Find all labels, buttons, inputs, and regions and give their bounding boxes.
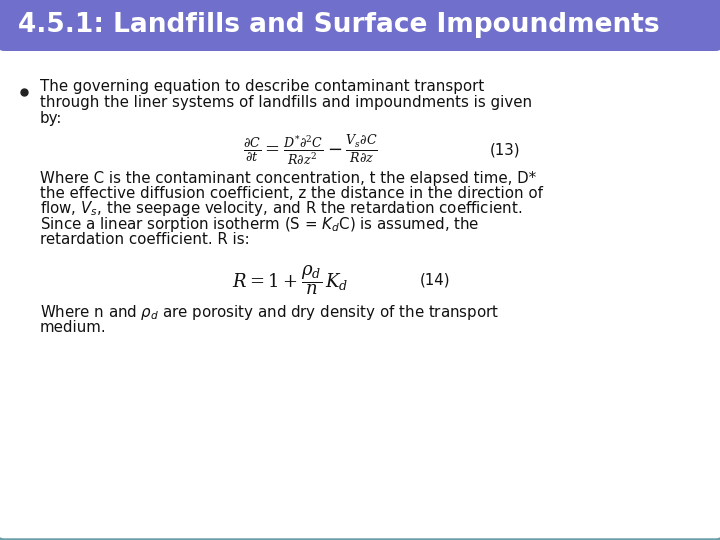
FancyBboxPatch shape bbox=[0, 44, 720, 540]
Text: Since a linear sorption isotherm (S = $K_d$C) is assumed, the: Since a linear sorption isotherm (S = $K… bbox=[40, 215, 480, 234]
Text: flow, $V_s$, the seepage velocity, and R the retardation coefficient.: flow, $V_s$, the seepage velocity, and R… bbox=[40, 199, 522, 219]
Text: the effective diffusion coefficient, z the distance in the direction of: the effective diffusion coefficient, z t… bbox=[40, 186, 543, 201]
Text: retardation coefficient. R is:: retardation coefficient. R is: bbox=[40, 233, 250, 247]
Text: (13): (13) bbox=[490, 143, 521, 158]
Text: by:: by: bbox=[40, 111, 63, 125]
Text: 4.5.1: Landfills and Surface Impoundments: 4.5.1: Landfills and Surface Impoundment… bbox=[18, 12, 660, 38]
Text: $\frac{\partial C}{\partial t} = \frac{D^{*}\partial^{2}C}{R\partial z^{2}} - \f: $\frac{\partial C}{\partial t} = \frac{D… bbox=[243, 133, 377, 167]
Text: (14): (14) bbox=[420, 273, 451, 287]
Text: through the liner systems of landfills and impoundments is given: through the liner systems of landfills a… bbox=[40, 95, 532, 110]
Text: Where C is the contaminant concentration, t the elapsed time, D*: Where C is the contaminant concentration… bbox=[40, 171, 536, 186]
Text: $R = 1 + \dfrac{\rho_d}{n}\,K_d$: $R = 1 + \dfrac{\rho_d}{n}\,K_d$ bbox=[232, 263, 348, 297]
FancyBboxPatch shape bbox=[0, 0, 720, 51]
Text: The governing equation to describe contaminant transport: The governing equation to describe conta… bbox=[40, 79, 485, 94]
Text: medium.: medium. bbox=[40, 320, 107, 335]
Text: Where n and $\rho_d$ are porosity and dry density of the transport: Where n and $\rho_d$ are porosity and dr… bbox=[40, 302, 499, 321]
